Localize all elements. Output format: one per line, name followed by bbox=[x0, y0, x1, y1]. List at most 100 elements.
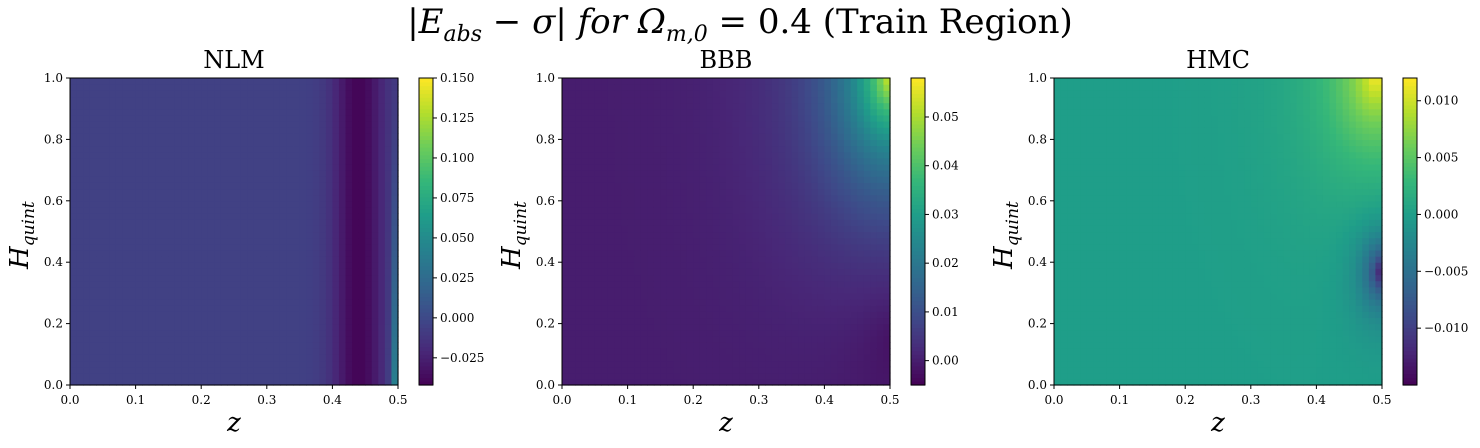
heatmap-cell bbox=[358, 84, 366, 91]
heatmap-cell bbox=[712, 323, 721, 331]
heatmap-cell bbox=[352, 96, 360, 104]
heatmap-cell bbox=[207, 120, 215, 128]
chart-panel-nlm: 0.0 0.1 0.2 0.3 0.4 0.50.00.20.40.60.81.0−0.0… bbox=[44, 71, 485, 407]
heatmap-cell bbox=[155, 342, 163, 349]
heatmap-cell bbox=[306, 280, 314, 288]
heatmap-cell bbox=[745, 243, 753, 251]
heatmap-cell bbox=[358, 225, 366, 233]
heatmap-cell bbox=[325, 305, 333, 312]
heatmap-cell bbox=[706, 139, 714, 147]
heatmap-cell bbox=[686, 237, 694, 245]
heatmap-cell bbox=[325, 256, 333, 263]
heatmap-cell bbox=[686, 256, 694, 263]
heatmap-cell bbox=[220, 348, 229, 355]
heatmap-cell bbox=[83, 323, 91, 331]
heatmap-cell bbox=[89, 133, 97, 140]
heatmap-cell bbox=[293, 176, 301, 183]
heatmap-cell bbox=[378, 280, 386, 288]
heatmap-cell bbox=[660, 256, 668, 263]
heatmap-cell bbox=[155, 188, 163, 196]
heatmap-cell bbox=[830, 219, 839, 226]
heatmap-cell bbox=[680, 219, 688, 226]
heatmap-cell bbox=[115, 280, 124, 288]
heatmap-cell bbox=[312, 323, 320, 331]
heatmap-cell bbox=[352, 274, 360, 282]
heatmap-cell bbox=[174, 286, 183, 294]
heatmap-cell bbox=[161, 292, 169, 300]
heatmap-cell bbox=[384, 194, 393, 202]
heatmap-cell bbox=[627, 243, 635, 251]
heatmap-cell bbox=[680, 213, 688, 220]
heatmap-cell bbox=[142, 188, 150, 196]
heatmap-cell bbox=[699, 305, 707, 312]
heatmap-cell bbox=[338, 317, 347, 325]
heatmap-cell bbox=[194, 194, 202, 202]
heatmap-cell bbox=[837, 329, 845, 337]
heatmap-cell bbox=[102, 378, 110, 386]
heatmap-cell bbox=[253, 311, 261, 319]
heatmap-cell bbox=[686, 145, 694, 153]
heatmap-cell bbox=[102, 335, 110, 343]
heatmap-cell bbox=[253, 78, 261, 85]
heatmap-cell bbox=[640, 299, 648, 306]
heatmap-cell bbox=[640, 262, 648, 269]
heatmap-cell bbox=[568, 145, 576, 153]
heatmap-cell bbox=[365, 114, 373, 122]
heatmap-cell bbox=[830, 372, 839, 380]
heatmap-cell bbox=[352, 90, 360, 98]
heatmap-cell bbox=[739, 194, 747, 202]
heatmap-cell bbox=[627, 274, 635, 282]
heatmap-cell bbox=[562, 194, 570, 202]
heatmap-cell bbox=[660, 120, 668, 128]
heatmap-cell bbox=[614, 256, 622, 263]
heatmap-cell bbox=[299, 157, 307, 165]
heatmap-cell bbox=[680, 280, 688, 288]
heatmap-cell bbox=[666, 176, 675, 183]
heatmap-cell bbox=[273, 108, 281, 116]
heatmap-cell bbox=[194, 299, 202, 306]
heatmap-cell bbox=[384, 182, 393, 190]
heatmap-cell bbox=[837, 354, 845, 362]
heatmap-cell bbox=[726, 299, 734, 306]
heatmap-cell bbox=[312, 286, 320, 294]
heatmap-cell bbox=[207, 78, 215, 85]
heatmap-cell bbox=[844, 102, 852, 110]
heatmap-cell bbox=[857, 360, 865, 368]
heatmap-cell bbox=[358, 163, 366, 171]
heatmap-cell bbox=[240, 182, 248, 190]
heatmap-cell bbox=[266, 286, 274, 294]
heatmap-cell bbox=[621, 329, 629, 337]
heatmap-cell bbox=[273, 299, 281, 306]
heatmap-cell bbox=[345, 249, 353, 257]
heatmap-cell bbox=[581, 108, 589, 116]
heatmap-cell bbox=[686, 372, 694, 380]
heatmap-cell bbox=[686, 206, 694, 214]
heatmap-cell bbox=[142, 200, 150, 208]
heatmap-cell bbox=[345, 280, 353, 288]
heatmap-cell bbox=[621, 249, 629, 257]
heatmap-cell bbox=[837, 342, 845, 349]
heatmap-cell bbox=[680, 188, 688, 196]
heatmap-cell bbox=[666, 145, 675, 153]
heatmap-cell bbox=[798, 127, 806, 134]
heatmap-cell bbox=[227, 133, 235, 140]
heatmap-cell bbox=[312, 200, 320, 208]
heatmap-cell bbox=[135, 102, 143, 110]
heatmap-cell bbox=[640, 194, 648, 202]
heatmap-cell bbox=[96, 200, 104, 208]
heatmap-cell bbox=[726, 231, 734, 239]
heatmap-cell bbox=[122, 114, 130, 122]
heatmap-cell bbox=[627, 182, 635, 190]
heatmap-cell bbox=[607, 108, 616, 116]
heatmap-cell bbox=[220, 78, 229, 85]
heatmap-cell bbox=[785, 372, 793, 380]
heatmap-cell bbox=[155, 335, 163, 343]
heatmap-cell bbox=[778, 96, 786, 104]
heatmap-cell bbox=[286, 133, 294, 140]
heatmap-cell bbox=[562, 262, 570, 269]
heatmap-cell bbox=[299, 286, 307, 294]
heatmap-cell bbox=[621, 206, 629, 214]
heatmap-cell bbox=[247, 292, 255, 300]
heatmap-cell bbox=[384, 268, 393, 276]
heatmap-cell bbox=[581, 237, 589, 245]
